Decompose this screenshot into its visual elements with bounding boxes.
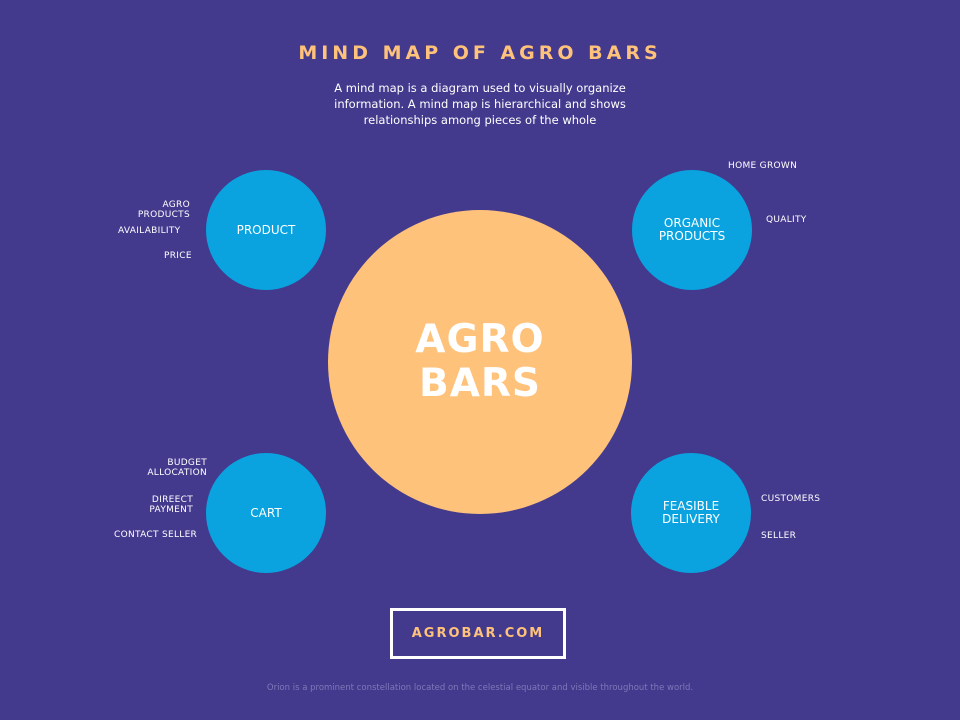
page-title: MIND MAP OF AGRO BARS <box>298 42 662 64</box>
footer-text: Orion is a prominent constellation locat… <box>266 683 694 693</box>
cart-item-direct-payment: DIREECT PAYMENT <box>149 495 193 515</box>
product-item-agro-products: AGRO PRODUCTS <box>137 200 190 220</box>
product-item-price: PRICE <box>164 251 192 261</box>
node-feasible-delivery-label: FEASIBLE DELIVERY <box>662 499 720 526</box>
delivery-item-customers: CUSTOMERS <box>761 494 821 504</box>
cart-item-contact-seller: CONTACT SELLER <box>114 530 198 540</box>
node-product-label: PRODUCT <box>236 222 296 237</box>
node-product: PRODUCT <box>206 170 326 290</box>
organic-item-home-grown: HOME GROWN <box>728 161 798 171</box>
product-item-availability: AVAILABILITY <box>118 226 181 236</box>
organic-item-quality: QUALITY <box>766 215 807 225</box>
center-node-label: AGRO BARS <box>415 317 545 406</box>
website-link-button[interactable]: AGROBAR.COM <box>390 608 566 659</box>
node-feasible-delivery: FEASIBLE DELIVERY <box>631 453 751 573</box>
page-subtitle: A mind map is a diagram used to visually… <box>334 81 626 127</box>
delivery-item-seller: SELLER <box>761 531 797 541</box>
node-organic-products-label: ORGANIC PRODUCTS <box>658 216 726 243</box>
node-organic-products: ORGANIC PRODUCTS <box>632 170 752 290</box>
node-cart: CART <box>206 453 326 573</box>
cart-item-budget-allocation: BUDGET ALLOCATION <box>147 458 207 478</box>
node-cart-label: CART <box>250 505 282 520</box>
center-node: AGRO BARS <box>328 210 632 514</box>
